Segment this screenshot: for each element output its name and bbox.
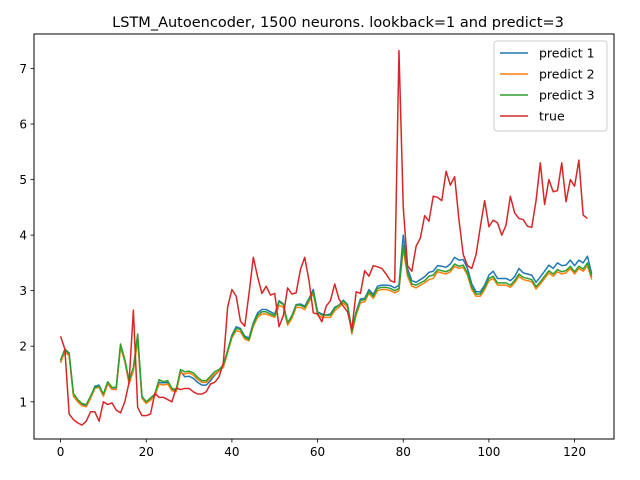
x-tick-label: 0 xyxy=(57,445,65,459)
x-axis: 0 20 40 60 80 100 120 xyxy=(57,439,586,459)
y-tick-label: 2 xyxy=(19,340,27,354)
series-line-predict-2 xyxy=(59,248,593,408)
x-tick-label: 20 xyxy=(139,445,154,459)
axes-frame xyxy=(33,33,615,440)
y-tick-label: 1 xyxy=(19,395,27,409)
legend: predict 1 predict 2 predict 3 true xyxy=(493,40,608,132)
x-tick-label: 60 xyxy=(310,445,325,459)
x-tick-label: 120 xyxy=(563,445,586,459)
legend-box xyxy=(493,40,608,132)
x-tick-label: 100 xyxy=(477,445,500,459)
legend-label: predict 1 xyxy=(539,46,595,61)
legend-label: true xyxy=(539,109,565,124)
y-tick-label: 5 xyxy=(19,173,27,187)
x-tick-label: 80 xyxy=(396,445,411,459)
y-tick-label: 4 xyxy=(19,229,27,243)
legend-label: predict 2 xyxy=(539,67,595,82)
series-layer xyxy=(59,49,593,426)
plot-area xyxy=(33,33,615,440)
y-axis: 1 2 3 4 5 6 7 xyxy=(19,62,34,409)
y-tick-label: 7 xyxy=(19,62,27,76)
series-line-true xyxy=(59,49,588,426)
y-tick-label: 3 xyxy=(19,284,27,298)
chart-title: LSTM_Autoencoder, 1500 neurons. lookback… xyxy=(112,15,564,31)
y-tick-label: 6 xyxy=(19,118,27,132)
series-line-predict-3 xyxy=(59,244,593,406)
legend-label: predict 3 xyxy=(539,88,595,103)
x-tick-label: 40 xyxy=(224,445,239,459)
